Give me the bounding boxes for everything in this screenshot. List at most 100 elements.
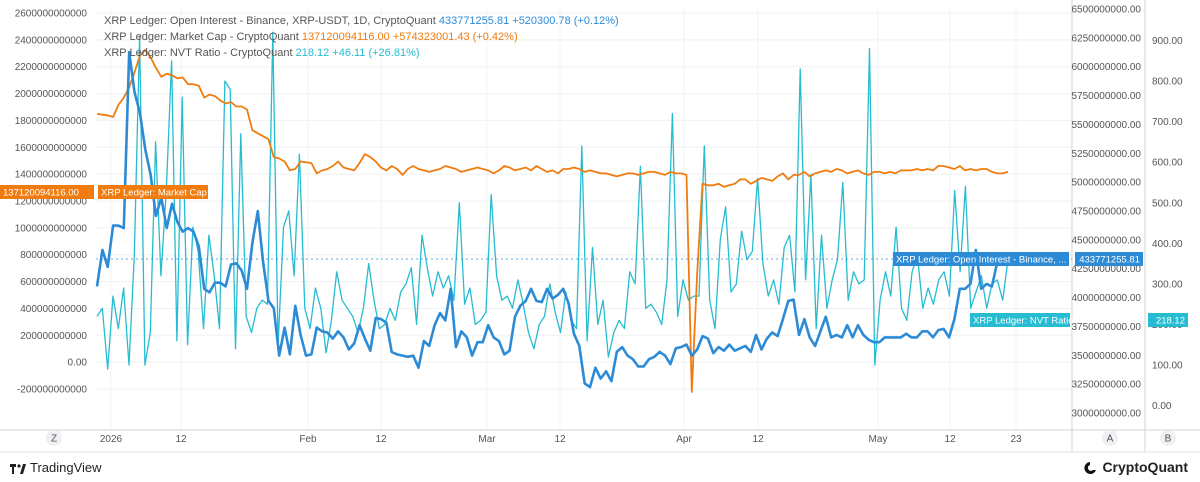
x-tick: 12 xyxy=(175,434,187,445)
cryptoquant-label: CryptoQuant xyxy=(1102,459,1188,475)
scale-button-a-label: A xyxy=(1107,434,1114,445)
scale-button-z[interactable]: Z xyxy=(46,430,62,446)
y-mid-tick: 5250000000.00 xyxy=(1071,149,1141,160)
y-right-tick: 500.00 xyxy=(1152,198,1183,209)
y-left-tick: 2600000000000 xyxy=(15,9,88,20)
legend-row-2[interactable]: XRP Ledger: NVT Ratio - CryptoQuant 218.… xyxy=(104,47,420,59)
open-interest-value-tag: 433771255.81 xyxy=(1075,252,1143,266)
y-right-tick: 400.00 xyxy=(1152,239,1183,250)
y-right-tick: 300.00 xyxy=(1152,279,1183,290)
y-mid-tick: 6000000000.00 xyxy=(1071,62,1141,73)
scale-button-a[interactable]: A xyxy=(1102,430,1118,446)
x-tick: 12 xyxy=(944,434,956,445)
legend-series-name: XRP Ledger: Market Cap - CryptoQuant xyxy=(104,31,302,43)
y-left-tick: 1400000000000 xyxy=(15,170,88,181)
y-left-tick: 1000000000000 xyxy=(15,223,88,234)
y-mid-tick: 3250000000.00 xyxy=(1071,380,1141,391)
scale-button-b[interactable]: B xyxy=(1160,430,1176,446)
y-mid-tick: 3000000000.00 xyxy=(1071,409,1141,420)
open-interest-name-tag-text: XRP Ledger: Open Interest - Binance, ... xyxy=(896,255,1066,266)
market-cap-name-tag-text: XRP Ledger: Market Cap xyxy=(101,188,207,199)
y-axis-left[interactable]: 2600000000000 2400000000000 2200000000000 2… xyxy=(15,9,88,396)
x-tick: 23 xyxy=(1010,434,1022,445)
legend-series-name: XRP Ledger: Open Interest - Binance, XRP… xyxy=(104,15,439,27)
y-mid-tick: 6250000000.00 xyxy=(1071,33,1141,44)
legend-row-text: XRP Ledger: Open Interest - Binance, XRP… xyxy=(104,15,619,27)
legend-series-value: 218.12 xyxy=(296,47,333,59)
y-mid-tick: 4000000000.00 xyxy=(1071,293,1141,304)
x-tick: Apr xyxy=(676,434,692,445)
y-left-tick: 400000000000 xyxy=(20,304,87,315)
nvt-name-tag: XRP Ledger: NVT Ratio xyxy=(970,313,1074,327)
y-left-tick: 600000000000 xyxy=(20,277,87,288)
legend-series-value: 433771255.81 xyxy=(439,15,512,27)
y-left-tick: 200000000000 xyxy=(20,331,87,342)
x-tick: Feb xyxy=(299,434,317,445)
footer: TradingView CryptoQuant xyxy=(0,454,1200,482)
y-mid-tick: 3500000000.00 xyxy=(1071,351,1141,362)
legend-series-value: 137120094116.00 xyxy=(302,31,393,43)
y-mid-tick: 5500000000.00 xyxy=(1071,120,1141,131)
cryptoquant-logo[interactable]: CryptoQuant xyxy=(1082,459,1188,475)
nvt-value-tag-text: 218.12 xyxy=(1156,316,1185,327)
y-left-tick: 800000000000 xyxy=(20,250,87,261)
legend-series-name: XRP Ledger: NVT Ratio - CryptoQuant xyxy=(104,47,296,59)
tradingview-label: TradingView xyxy=(30,460,102,475)
legend-series-change: +574323001.43 (+0.42%) xyxy=(393,31,518,43)
market-cap-value-tag: 137120094116.00 xyxy=(0,185,94,199)
y-left-tick: 0.00 xyxy=(68,358,88,369)
y-left-tick: 2000000000000 xyxy=(15,89,88,100)
tradingview-logo[interactable]: TradingView xyxy=(10,460,102,475)
market-cap-value-tag-text: 137120094116.00 xyxy=(3,188,79,199)
series-tags: 137120094116.00 XRP Ledger: Market Cap XRP… xyxy=(0,185,1188,327)
y-left-tick: 1200000000000 xyxy=(15,197,88,208)
legend-row-0[interactable]: XRP Ledger: Open Interest - Binance, XRP… xyxy=(104,15,619,27)
chart-frame xyxy=(0,0,1200,453)
scale-button-z-label: Z xyxy=(51,434,57,445)
chart-svg[interactable]: 2600000000000 2400000000000 2200000000000 2… xyxy=(0,0,1200,454)
y-right-tick: 0.00 xyxy=(1152,401,1172,412)
legend-series-change: +46.11 (+26.81%) xyxy=(332,47,419,59)
series-line-1[interactable] xyxy=(96,49,1009,393)
legend-row-1[interactable]: XRP Ledger: Market Cap - CryptoQuant 137… xyxy=(104,31,518,43)
y-mid-tick: 3750000000.00 xyxy=(1071,322,1141,333)
y-mid-tick: 4750000000.00 xyxy=(1071,207,1141,218)
y-mid-tick: 4500000000.00 xyxy=(1071,235,1141,246)
y-mid-tick: 5000000000.00 xyxy=(1071,178,1141,189)
series-line-0[interactable] xyxy=(95,50,1009,389)
y-axis-mid[interactable]: 6500000000.00 6250000000.00 6000000000.00 5… xyxy=(1071,5,1141,420)
open-interest-value-tag-text: 433771255.81 xyxy=(1079,255,1140,266)
market-cap-name-tag: XRP Ledger: Market Cap xyxy=(98,185,208,199)
y-left-tick: 1600000000000 xyxy=(15,143,88,154)
scale-button-b-label: B xyxy=(1165,434,1172,445)
x-tick: 12 xyxy=(752,434,764,445)
y-right-tick: 900.00 xyxy=(1152,36,1183,47)
x-tick: 12 xyxy=(554,434,566,445)
nvt-name-tag-text: XRP Ledger: NVT Ratio xyxy=(973,316,1074,327)
nvt-value-tag: 218.12 xyxy=(1148,313,1188,327)
y-left-tick: 2400000000000 xyxy=(15,35,88,46)
y-mid-tick: 4250000000.00 xyxy=(1071,264,1141,275)
y-right-tick: 100.00 xyxy=(1152,361,1183,372)
x-tick: May xyxy=(869,434,888,445)
x-tick: 2026 xyxy=(100,434,123,445)
y-mid-tick: 5750000000.00 xyxy=(1071,91,1141,102)
x-tick: Mar xyxy=(478,434,496,445)
y-right-tick: 800.00 xyxy=(1152,77,1183,88)
y-right-tick: 700.00 xyxy=(1152,117,1183,128)
x-axis[interactable]: 2026 12 Feb 12 Mar 12 Apr 12 May 12 23 Z A B xyxy=(46,430,1176,446)
y-left-tick: 1800000000000 xyxy=(15,116,88,127)
y-right-tick: 600.00 xyxy=(1152,158,1183,169)
legend-row-text: XRP Ledger: Market Cap - CryptoQuant 137… xyxy=(104,31,518,43)
series-lines[interactable] xyxy=(95,31,1072,393)
legend-row-text: XRP Ledger: NVT Ratio - CryptoQuant 218.… xyxy=(104,47,420,59)
cryptoquant-icon xyxy=(1084,462,1097,475)
y-left-tick: -200000000000 xyxy=(17,385,88,396)
legend: XRP Ledger: Open Interest - Binance, XRP… xyxy=(104,15,619,59)
y-mid-tick: 6500000000.00 xyxy=(1071,5,1141,16)
tradingview-icon xyxy=(10,463,26,474)
open-interest-name-tag: XRP Ledger: Open Interest - Binance, ... xyxy=(893,252,1069,266)
x-tick: 12 xyxy=(375,434,387,445)
legend-series-change: +520300.78 (+0.12%) xyxy=(512,15,618,27)
